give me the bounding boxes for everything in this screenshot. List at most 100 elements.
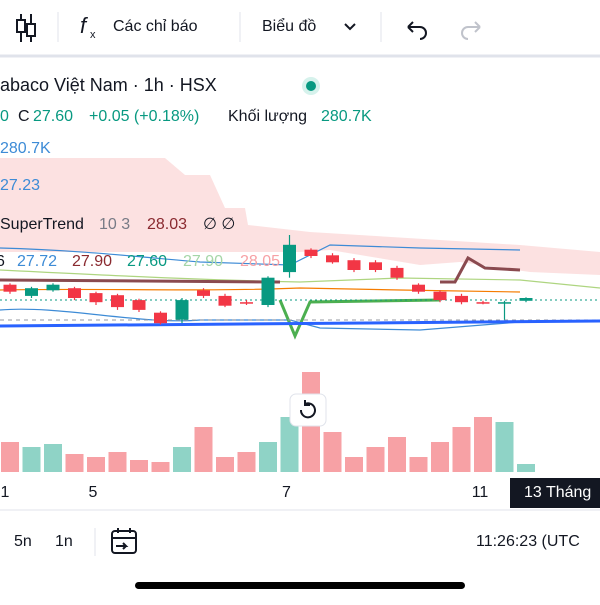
clock: 11:26:23 (UTC (476, 533, 580, 550)
ma-value: 27.90 (72, 253, 112, 270)
volume-value: 280.7K (321, 108, 372, 125)
volume-label: Khối lượng (228, 108, 307, 125)
toolbar: f x Các chỉ báo Biểu đồ (0, 12, 600, 58)
volume-bar (216, 457, 234, 472)
plot-decor (0, 158, 600, 340)
volume-bar (108, 452, 127, 472)
fx-icon[interactable]: f (80, 13, 89, 38)
symbol-title: abaco Việt Nam · 1h · HSX (0, 75, 217, 95)
volume-bar (323, 432, 342, 472)
open-tail: 0 (0, 108, 9, 125)
candle-body (476, 302, 490, 304)
supertrend-params: 10 3 (99, 216, 130, 233)
volume-bar (44, 444, 62, 472)
volume-bar (237, 452, 256, 472)
series (1, 235, 535, 472)
volume-bar (280, 417, 299, 472)
status-dot (306, 81, 316, 91)
candle-body (433, 291, 447, 301)
trend-line (0, 319, 600, 328)
volume-bar (87, 457, 105, 472)
volume-bar (151, 462, 170, 472)
volume-bar (431, 442, 449, 472)
candle-body (519, 298, 533, 301)
cloud (0, 158, 600, 275)
volume-bar (130, 460, 148, 472)
x-axis: 13 Tháng 1 5 7 11 (0, 478, 600, 511)
icon-stroke (26, 23, 36, 37)
volume-bar (452, 427, 471, 472)
crosshair-tag (510, 478, 600, 508)
ma-row: 6 27.72 27.90 27.60 27.90 28.05 (0, 253, 280, 270)
volume-bar (366, 447, 385, 472)
indicators-button[interactable]: Các chỉ báo (113, 18, 198, 35)
volume-bar (495, 422, 514, 472)
reset-bg[interactable] (289, 393, 327, 427)
candle-body (240, 302, 253, 304)
candle-body (46, 284, 60, 291)
volume-bar (173, 447, 191, 472)
volume-bar (1, 442, 19, 472)
ma-value: 6 (0, 253, 5, 270)
candle-body (283, 244, 296, 273)
candle-body (175, 300, 189, 320)
ma-value: 28.05 (240, 253, 280, 270)
x-tick-label: 11 (472, 484, 489, 501)
candle-body (455, 295, 468, 303)
candle-body (261, 277, 275, 305)
ma-value: 27.72 (17, 253, 57, 270)
supertrend-up (278, 298, 441, 340)
supertrend-empty: ∅ ∅ (203, 216, 235, 233)
volume-bar (474, 417, 492, 472)
candle-body (304, 249, 318, 256)
candle-body (347, 260, 361, 270)
x-tick-label: 7 (282, 484, 291, 501)
chevron (344, 23, 356, 31)
reset-button[interactable] (289, 393, 327, 427)
supertrend-value: 28.03 (147, 216, 187, 233)
x-tick-label: 1 (1, 484, 10, 501)
ma-value: 27.60 (127, 253, 167, 270)
candle-body (25, 288, 38, 296)
candle-body (412, 284, 425, 292)
band-line (0, 244, 521, 266)
supertrend-down (0, 255, 521, 284)
goto-date-button[interactable] (111, 530, 137, 554)
range-button[interactable]: 5n (14, 533, 32, 550)
candle-body (498, 302, 511, 304)
candle-body (218, 295, 232, 306)
vol-ma: 280.7K (0, 140, 51, 157)
reset-icon (299, 400, 316, 419)
candle-body (154, 312, 167, 324)
icon-stroke (16, 19, 26, 33)
volume-bar (388, 437, 406, 472)
home-indicator (135, 582, 465, 589)
range-button[interactable]: 1n (55, 533, 73, 550)
close-value: 27.60 (33, 108, 73, 125)
undo-button[interactable] (407, 21, 427, 40)
ma-line (0, 269, 600, 289)
candle-body (89, 293, 103, 303)
volume-bar (22, 447, 41, 472)
candle-body (111, 295, 124, 308)
fx-icon: x (90, 29, 96, 41)
change: +0.05 (+0.18%) (89, 108, 199, 125)
volume-bar (345, 457, 363, 472)
legend: abaco Việt Nam · 1h · HSX 0 C 27.60 +0.0… (0, 75, 372, 270)
candle-body (197, 290, 210, 296)
band-line (0, 308, 521, 331)
ma-value: 27.90 (183, 253, 223, 270)
crosshair-label: 13 Tháng (524, 484, 591, 501)
redo-button[interactable] (461, 21, 481, 40)
candle-body (390, 267, 404, 278)
x-tick-label: 5 (89, 484, 98, 501)
candle-body (326, 255, 339, 263)
goto-icon (112, 528, 136, 550)
chart-type-button[interactable]: Biểu đồ (262, 17, 316, 35)
candle-body (68, 288, 81, 298)
candle-body (369, 262, 382, 270)
candle-body (3, 284, 17, 292)
volume-bar (65, 454, 84, 472)
